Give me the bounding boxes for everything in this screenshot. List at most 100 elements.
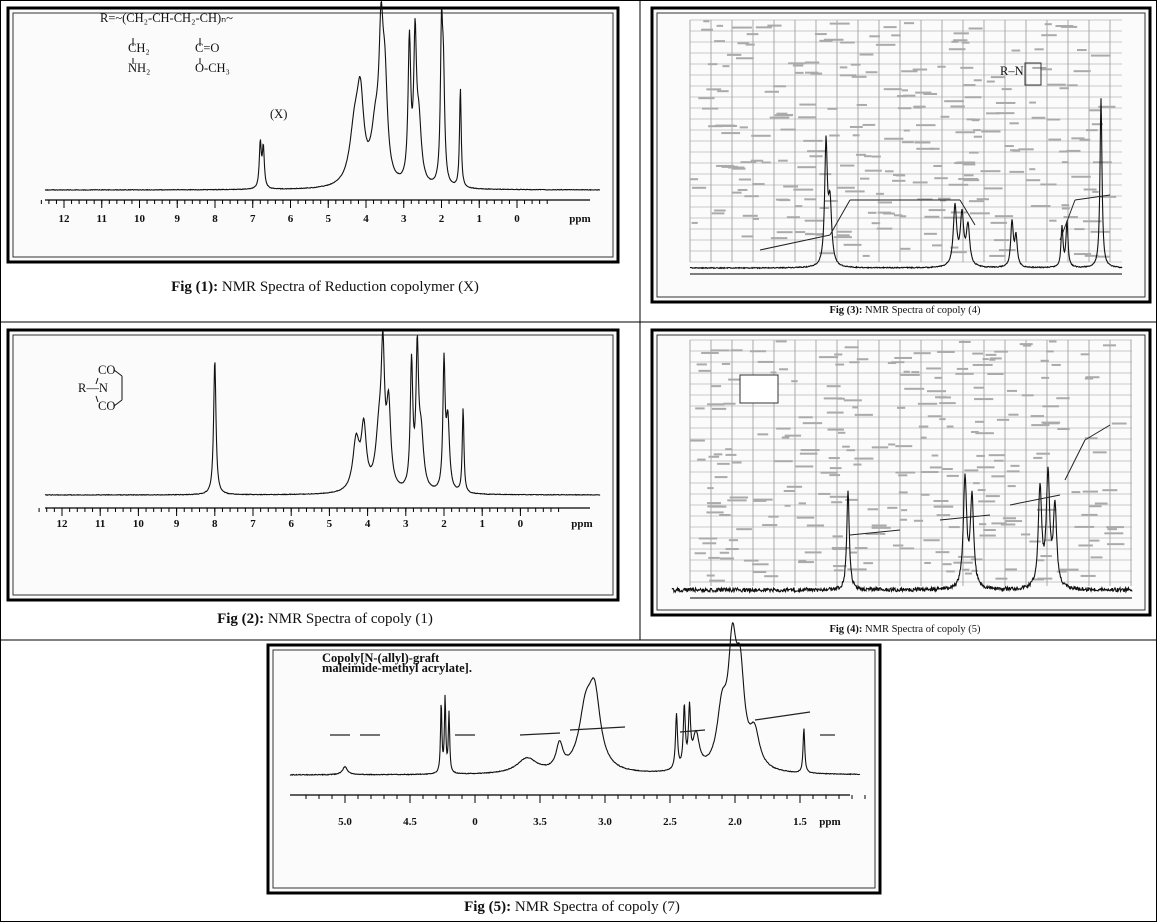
paper-print — [950, 105, 965, 108]
paper-print — [775, 340, 787, 343]
paper-print — [924, 215, 940, 218]
paper-print — [929, 147, 940, 150]
paper-print — [1080, 574, 1096, 577]
paper-print — [948, 526, 960, 529]
paper-print — [1083, 188, 1097, 191]
paper-print — [755, 26, 772, 29]
paper-print — [751, 134, 771, 137]
integration-curve — [1084, 424, 1111, 441]
paper-print — [832, 535, 843, 538]
paper-print — [1001, 88, 1012, 91]
paper-print — [1029, 168, 1036, 171]
paper-print — [993, 239, 1010, 242]
paper-print — [939, 418, 946, 421]
paper-print — [798, 416, 813, 419]
paper-print — [968, 200, 984, 203]
paper-print — [871, 446, 889, 449]
bond-stroke — [95, 377, 99, 385]
paper-print — [732, 26, 752, 29]
paper-print — [856, 358, 869, 361]
axis-unit: ppm — [571, 518, 592, 530]
paper-print — [1079, 138, 1091, 141]
paper-print — [736, 57, 754, 60]
paper-print — [706, 88, 722, 91]
paper-print — [1081, 513, 1098, 516]
paper-print — [1090, 556, 1103, 559]
paper-print — [939, 402, 956, 405]
paper-print — [743, 559, 759, 562]
paper-print — [757, 433, 769, 436]
paper-print — [832, 548, 847, 551]
paper-print — [794, 465, 814, 468]
paper-print — [778, 159, 788, 162]
paper-print — [1049, 219, 1057, 222]
axis-tick-label: 6 — [288, 213, 294, 225]
axis-tick-label: 0 — [472, 816, 478, 828]
paper-print — [807, 150, 827, 153]
paper-print — [991, 522, 1007, 525]
paper-print — [915, 91, 932, 94]
paper-print — [1106, 526, 1125, 529]
paper-print — [837, 186, 855, 189]
paper-print — [852, 134, 860, 137]
axis-tick-label: 7 — [250, 213, 256, 225]
paper-print — [799, 103, 816, 106]
paper-print — [972, 363, 993, 366]
paper-print — [1048, 138, 1062, 141]
paper-print — [924, 561, 931, 564]
paper-print — [1092, 451, 1107, 454]
paper-print — [728, 378, 745, 381]
paper-print — [1071, 175, 1091, 178]
paper-print — [698, 369, 711, 372]
paper-print — [824, 199, 838, 202]
paper-print — [776, 231, 793, 234]
axis-tick-label: 9 — [175, 213, 181, 225]
paper-print — [740, 161, 757, 164]
bond-stroke — [113, 369, 123, 377]
paper-print — [937, 65, 946, 68]
paper-print — [985, 495, 1000, 498]
figure-frame-inner — [656, 334, 1146, 611]
paper-print — [998, 249, 1016, 252]
paper-print — [829, 134, 840, 137]
paper-print — [1055, 25, 1074, 28]
paper-print — [892, 179, 906, 182]
paper-print — [796, 516, 815, 519]
paper-print — [958, 340, 971, 343]
paper-print — [752, 183, 765, 186]
figure-frame-inner — [12, 12, 614, 258]
paper-print — [1086, 129, 1098, 132]
paper-print — [698, 97, 715, 100]
axis-tick-label: 1 — [477, 213, 483, 225]
paper-print — [899, 547, 915, 550]
paper-print — [1090, 230, 1110, 233]
paper-print — [883, 26, 897, 29]
paper-print — [933, 499, 949, 502]
figure-frame-inner — [12, 334, 614, 596]
paper-print — [955, 372, 974, 375]
paper-print — [940, 115, 950, 118]
paper-print — [1018, 148, 1034, 151]
paper-print — [819, 252, 834, 255]
axis-tick-label: 10 — [134, 213, 146, 225]
paper-print — [903, 94, 916, 97]
paper-print — [1011, 49, 1021, 52]
paper-print — [976, 454, 986, 457]
paper-print — [723, 402, 736, 405]
paper-print — [958, 177, 979, 180]
paper-print — [725, 453, 737, 456]
paper-print — [962, 179, 980, 182]
axis-tick-label: 10 — [133, 518, 145, 530]
paper-print — [913, 106, 923, 109]
paper-print — [741, 235, 754, 238]
paper-print — [864, 169, 882, 172]
paper-print — [798, 116, 817, 119]
axis-tick-label: 2 — [439, 213, 445, 225]
paper-print — [963, 84, 976, 87]
paper-print — [832, 565, 847, 568]
paper-print — [918, 425, 929, 428]
paper-print — [989, 254, 1006, 257]
paper-print — [779, 368, 789, 371]
paper-print — [976, 198, 989, 201]
paper-print — [933, 165, 942, 168]
